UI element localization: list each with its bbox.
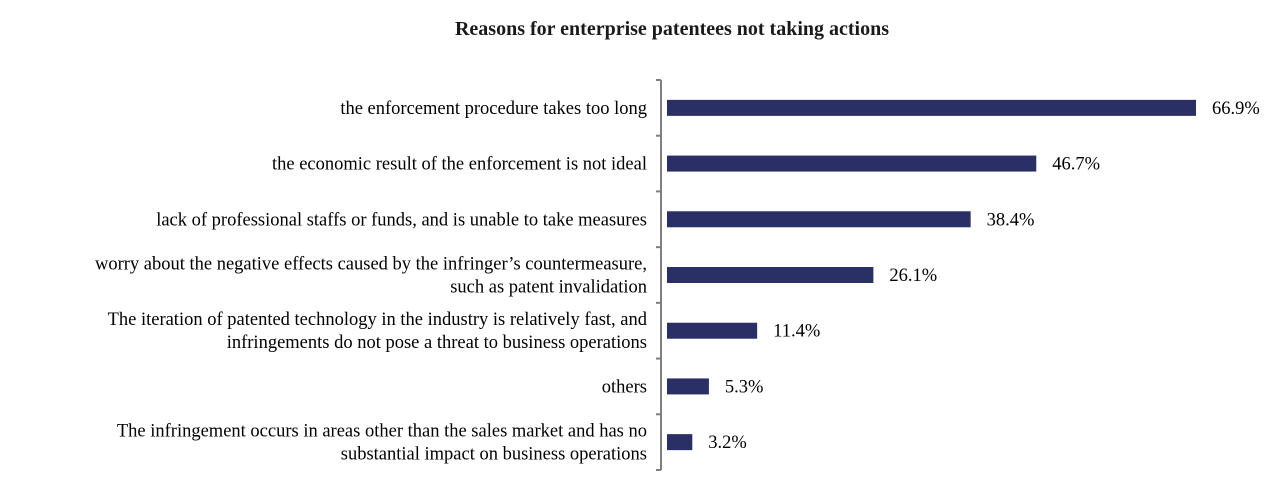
bar — [667, 99, 1196, 116]
category-label: infringements do not pose a threat to bu… — [227, 333, 647, 353]
data-label: 38.4% — [987, 210, 1035, 230]
bar — [667, 434, 693, 451]
data-label: 66.9% — [1212, 99, 1260, 119]
bar — [667, 378, 709, 395]
bar — [667, 211, 971, 228]
category-label: The iteration of patented technology in … — [108, 310, 648, 330]
bar — [667, 155, 1037, 172]
category-label: others — [602, 377, 647, 397]
bar — [667, 267, 874, 283]
category-label: The infringement occurs in areas other t… — [117, 422, 647, 442]
category-label: such as patent invalidation — [450, 278, 647, 298]
chart-title: Reasons for enterprise patentees not tak… — [454, 18, 890, 40]
data-label: 3.2% — [708, 433, 747, 453]
bar — [667, 322, 758, 339]
data-label: 11.4% — [773, 322, 820, 342]
data-label: 26.1% — [889, 266, 937, 286]
category-label: worry about the negative effects caused … — [95, 255, 647, 275]
category-label: the enforcement procedure takes too long — [340, 99, 647, 119]
category-label: the economic result of the enforcement i… — [272, 155, 647, 175]
data-label: 46.7% — [1052, 155, 1100, 175]
category-label: substantial impact on business operation… — [341, 445, 647, 465]
category-label: lack of professional staffs or funds, an… — [156, 210, 647, 230]
data-label: 5.3% — [725, 377, 764, 397]
